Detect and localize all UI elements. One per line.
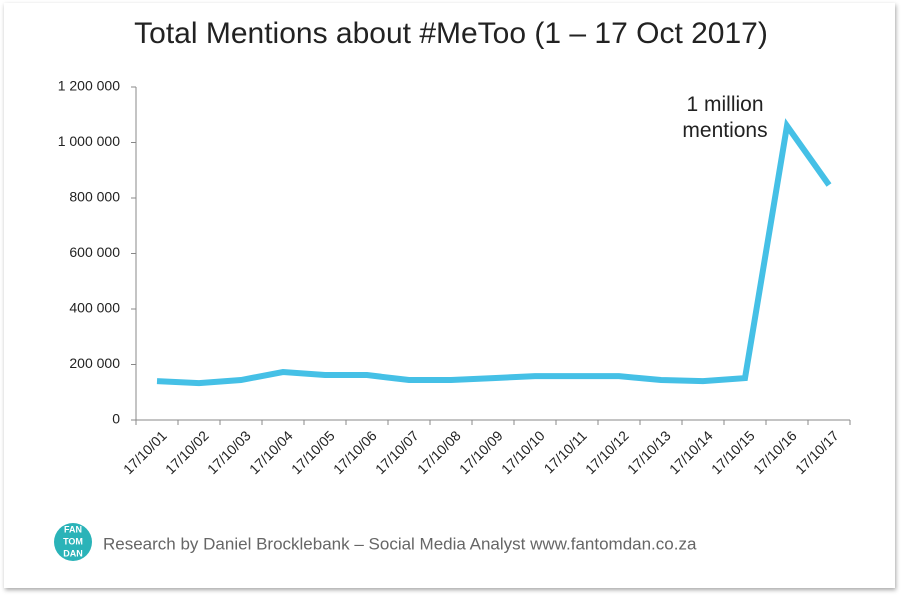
logo-text: DAN	[63, 548, 83, 558]
y-tick-label: 800 000	[69, 189, 120, 205]
logo-circle	[54, 523, 92, 561]
y-tick-label: 1 000 000	[58, 133, 120, 149]
line-series	[156, 118, 832, 387]
slide-frame	[4, 3, 895, 588]
logo-text: TOM	[63, 536, 83, 546]
annotation: 1 million mentions	[682, 93, 768, 142]
chart-title: Total Mentions about #MeToo (1 – 17 Oct …	[134, 17, 768, 50]
y-tick-label: 400 000	[69, 300, 120, 316]
footer-credit: Research by Daniel Brocklebank – Social …	[103, 534, 697, 553]
y-tick-label: 1 200 000	[58, 78, 120, 94]
y-tick-label: 600 000	[69, 244, 120, 260]
y-tick-label: 0	[112, 411, 120, 427]
y-tick-label: 200 000	[69, 355, 120, 371]
logo-text: FAN	[64, 524, 82, 534]
